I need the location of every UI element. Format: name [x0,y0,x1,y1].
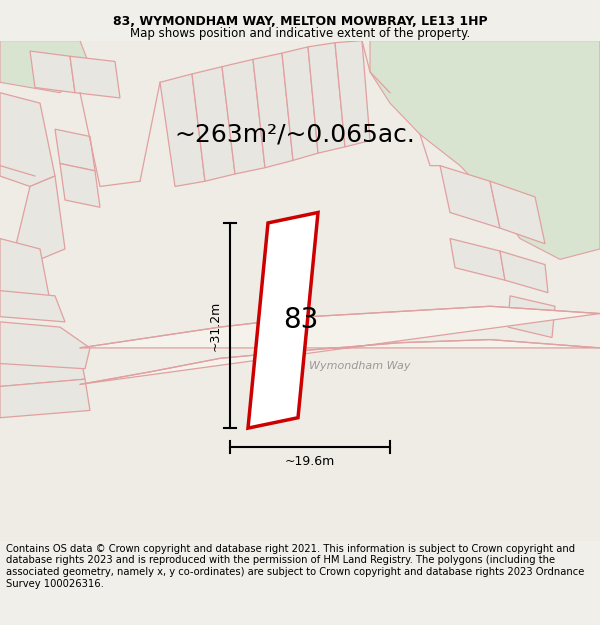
Polygon shape [500,251,548,292]
Polygon shape [0,41,90,92]
Text: ~31.2m: ~31.2m [209,301,222,351]
Polygon shape [0,322,90,369]
Text: 83: 83 [283,306,319,334]
Polygon shape [15,176,65,259]
Polygon shape [30,51,75,92]
Text: ~19.6m: ~19.6m [285,455,335,468]
Polygon shape [60,164,100,208]
Text: Map shows position and indicative extent of the property.: Map shows position and indicative extent… [130,27,470,39]
Polygon shape [0,379,90,418]
Polygon shape [253,53,293,168]
Polygon shape [80,306,600,384]
Polygon shape [70,56,120,98]
Polygon shape [160,74,205,186]
Polygon shape [308,42,345,153]
Polygon shape [0,353,85,386]
Text: Wymondham Way: Wymondham Way [309,361,411,371]
Polygon shape [248,213,318,428]
Polygon shape [0,239,50,311]
Polygon shape [282,47,318,161]
Polygon shape [508,296,555,338]
Polygon shape [370,41,600,259]
Text: 83, WYMONDHAM WAY, MELTON MOWBRAY, LE13 1HP: 83, WYMONDHAM WAY, MELTON MOWBRAY, LE13 … [113,16,487,28]
Polygon shape [490,181,545,244]
Polygon shape [222,59,265,174]
Polygon shape [55,129,95,171]
Polygon shape [440,166,500,228]
Text: ~263m²/~0.065ac.: ~263m²/~0.065ac. [175,122,415,146]
Polygon shape [192,67,235,181]
Polygon shape [0,92,55,186]
Polygon shape [335,41,370,147]
Polygon shape [450,239,505,280]
Text: Contains OS data © Crown copyright and database right 2021. This information is : Contains OS data © Crown copyright and d… [6,544,584,589]
Polygon shape [0,291,65,322]
